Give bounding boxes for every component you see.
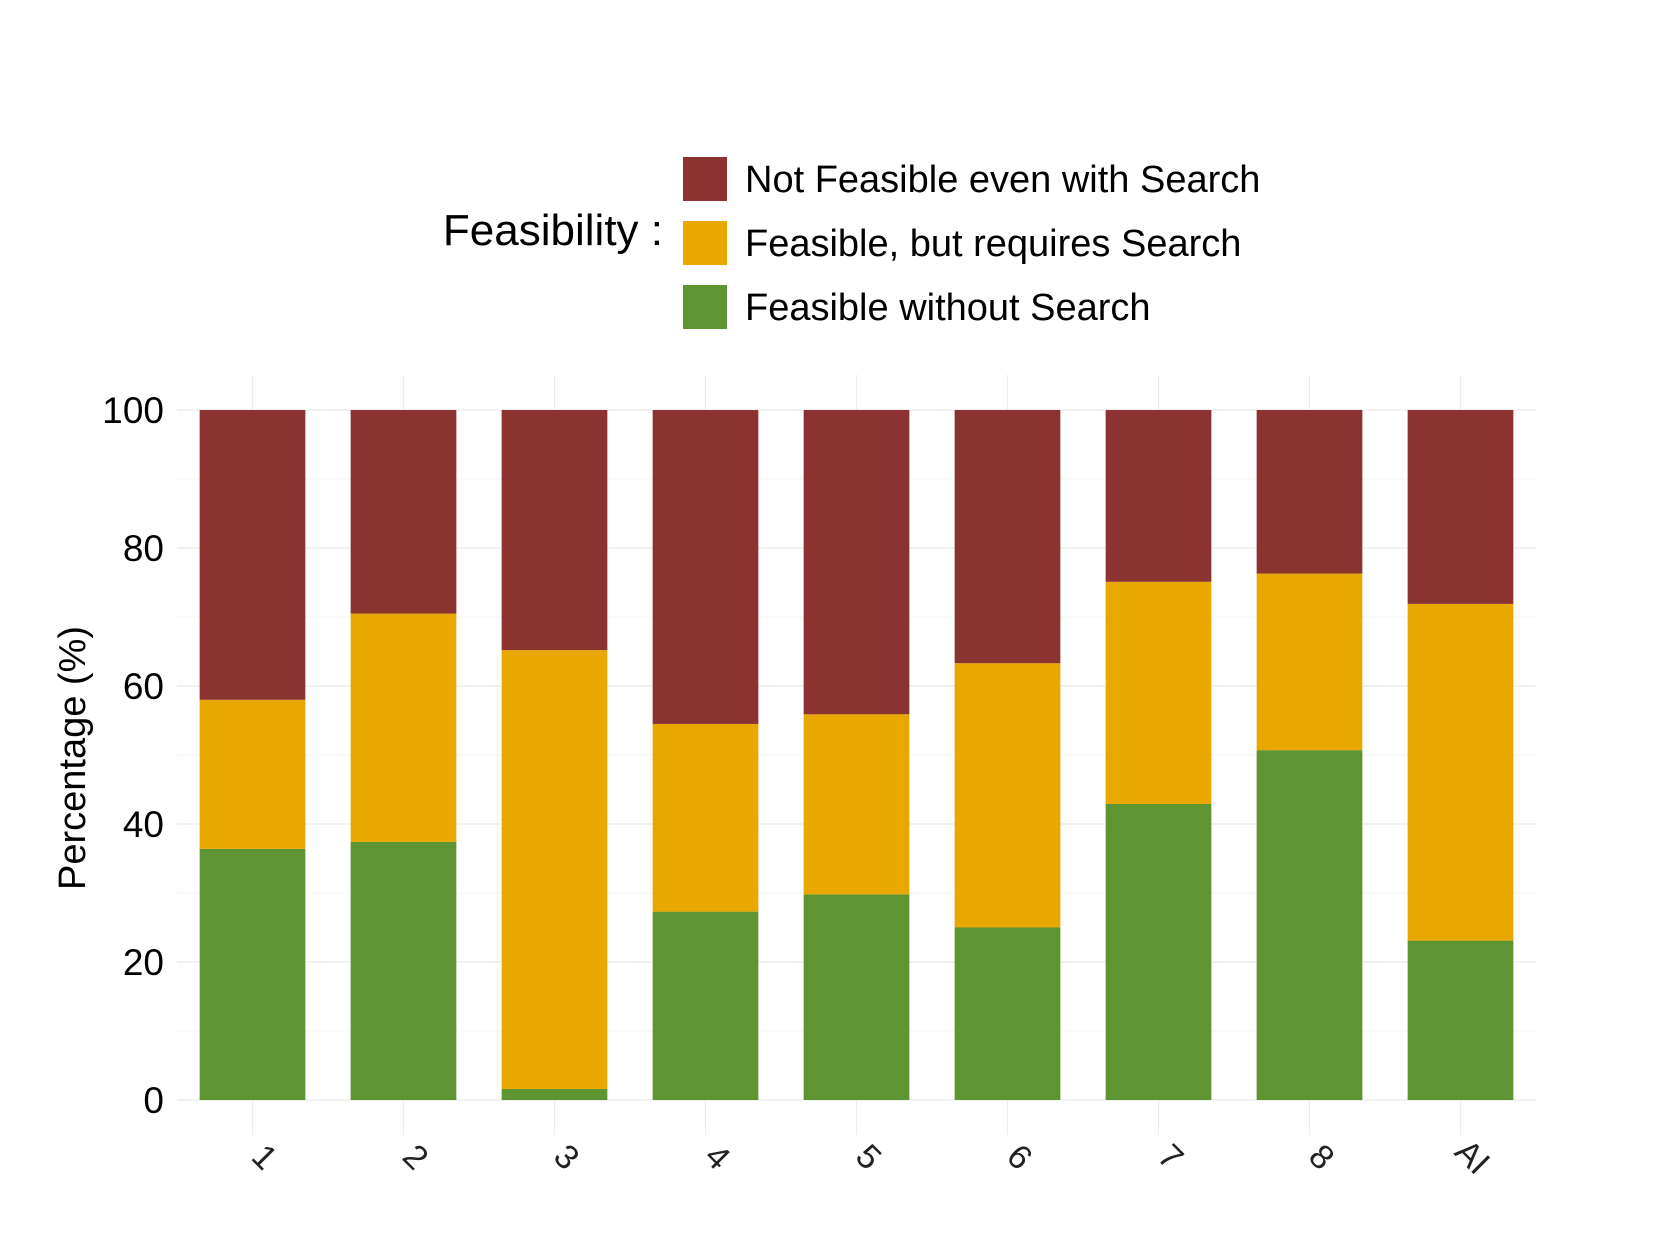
x-tick-label: 5 (848, 1137, 888, 1177)
y-tick-label: 60 (123, 666, 164, 707)
bar-feasible-without-search-6 (954, 927, 1061, 1100)
bar-feasible-but-requires-search-3 (501, 650, 608, 1089)
bar-not-feasible-even-with-search-3 (501, 410, 608, 651)
bar-feasible-without-search-ai (1407, 940, 1514, 1100)
bar-feasible-but-requires-search-2 (350, 613, 457, 842)
x-tick-label: 2 (395, 1137, 435, 1177)
bar-feasible-but-requires-search-7 (1105, 581, 1212, 804)
legend-label-feasible-without-search: Feasible without Search (745, 287, 1151, 329)
bar-feasible-but-requires-search-ai (1407, 603, 1514, 941)
bar-feasible-but-requires-search-8 (1256, 573, 1363, 751)
y-axis-label: Percentage (%) (52, 626, 94, 890)
x-tick-label: 3 (546, 1137, 586, 1177)
legend-swatch-feasible-requires-search (683, 221, 727, 265)
y-tick-label: 20 (123, 942, 164, 983)
y-axis-ticks: 0 20 40 60 80 100 (102, 390, 164, 1121)
y-tick-label: 100 (102, 390, 164, 431)
legend-swatch-feasible-without-search (683, 285, 727, 329)
legend-swatch-not-feasible (683, 157, 727, 201)
bar-feasible-without-search-8 (1256, 750, 1363, 1100)
legend-label-feasible-requires-search: Feasible, but requires Search (745, 223, 1241, 265)
x-tick-label: 6 (999, 1137, 1039, 1177)
bar-feasible-but-requires-search-1 (199, 699, 306, 849)
bar-feasible-without-search-3 (501, 1088, 608, 1100)
x-tick-label: 4 (697, 1137, 737, 1177)
bar-feasible-without-search-1 (199, 848, 306, 1100)
y-tick-label: 80 (123, 528, 164, 569)
bar-not-feasible-even-with-search-6 (954, 410, 1061, 664)
x-axis-ticks: 1 2 3 4 5 6 7 8 AI (244, 1132, 1497, 1182)
bar-not-feasible-even-with-search-ai (1407, 410, 1514, 604)
bar-feasible-but-requires-search-4 (652, 723, 759, 912)
bar-feasible-without-search-2 (350, 841, 457, 1100)
bar-feasible-without-search-7 (1105, 803, 1212, 1100)
legend: Feasibility : Not Feasible even with Sea… (443, 157, 1260, 329)
x-tick-label: AI (1447, 1132, 1497, 1182)
bar-feasible-but-requires-search-5 (803, 714, 910, 895)
x-tick-label: 1 (244, 1137, 284, 1177)
legend-label-not-feasible: Not Feasible even with Search (745, 159, 1260, 201)
bar-not-feasible-even-with-search-4 (652, 410, 759, 724)
x-tick-label: 7 (1150, 1137, 1190, 1177)
bar-not-feasible-even-with-search-1 (199, 410, 306, 700)
x-tick-label: 8 (1301, 1137, 1341, 1177)
bar-feasible-without-search-5 (803, 894, 910, 1100)
y-tick-label: 0 (143, 1080, 164, 1121)
bars (199, 410, 1514, 1100)
bar-not-feasible-even-with-search-5 (803, 410, 910, 715)
y-tick-label: 40 (123, 804, 164, 845)
bar-not-feasible-even-with-search-8 (1256, 410, 1363, 574)
bar-feasible-without-search-4 (652, 911, 759, 1100)
bar-feasible-but-requires-search-6 (954, 663, 1061, 928)
bar-not-feasible-even-with-search-7 (1105, 410, 1212, 582)
bar-not-feasible-even-with-search-2 (350, 410, 457, 614)
legend-title: Feasibility : (443, 206, 663, 255)
